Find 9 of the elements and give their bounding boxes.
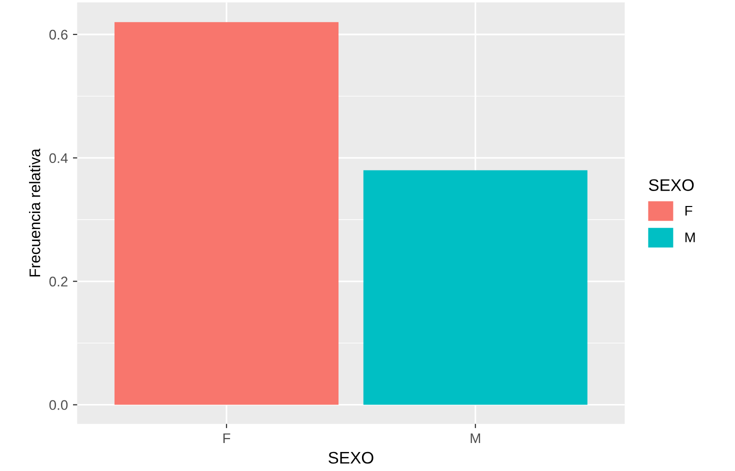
x-axis-title: SEXO [328, 452, 374, 464]
y-axis-title: Frecuencia relativa [29, 148, 40, 276]
y-tick-label: 0.4 [49, 153, 68, 164]
y-tick-label: 0.2 [49, 276, 68, 286]
legend-title: SEXO [648, 179, 694, 192]
legend-label: F [685, 206, 692, 216]
legend-label: M [685, 232, 695, 242]
y-tick-label: 0.0 [49, 400, 68, 410]
y-tick-label: 0.6 [49, 30, 68, 40]
